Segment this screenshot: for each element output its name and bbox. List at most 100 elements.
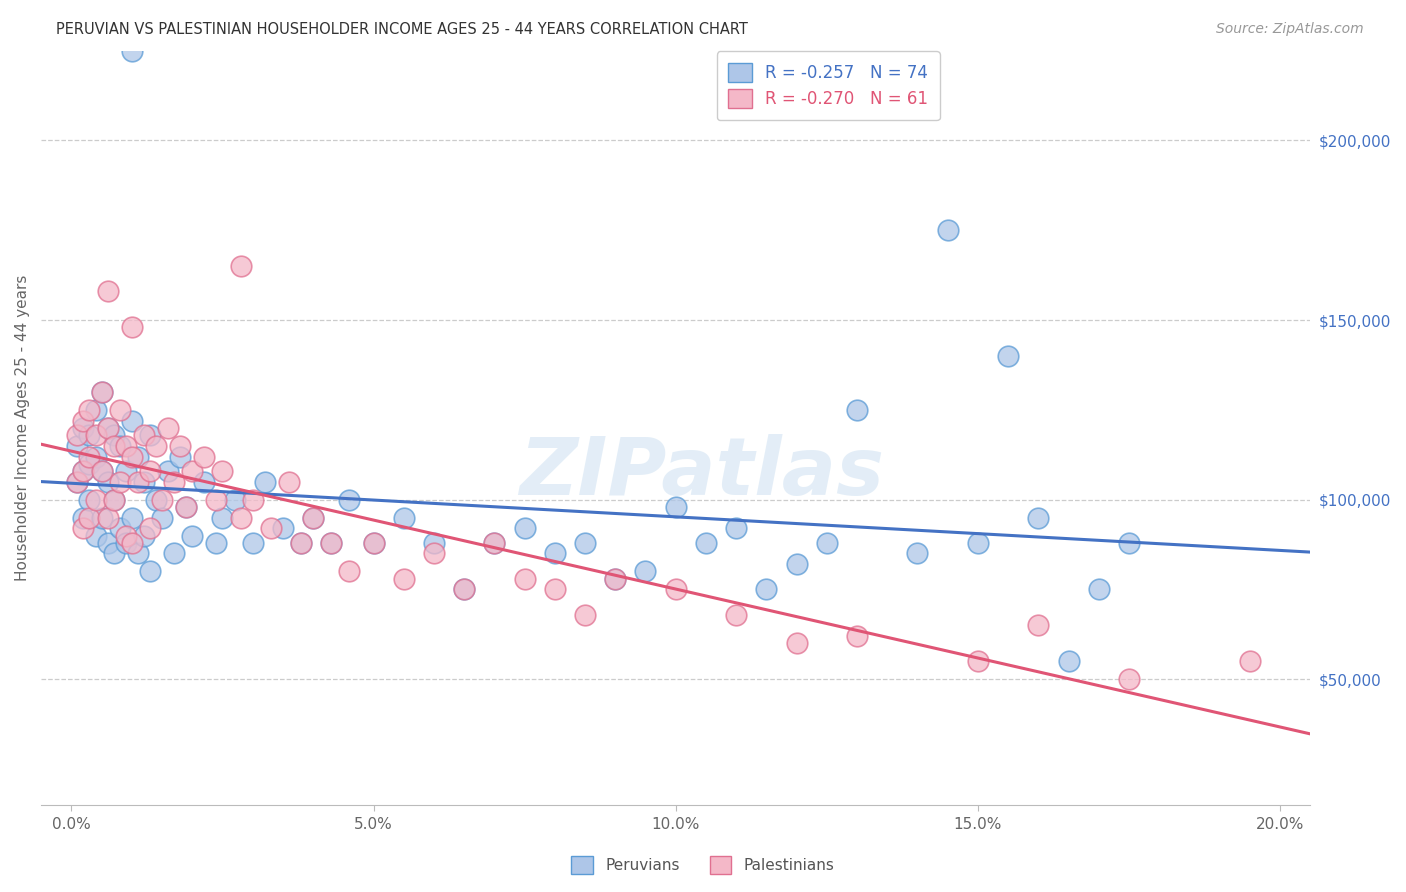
Point [72,521,94,535]
Point [513,572,536,586]
Point [786,558,808,572]
Point [114,464,136,478]
Point [574,535,596,549]
Point [392,510,415,524]
Point [181,528,204,542]
Point [174,500,197,514]
Point [1118,535,1140,549]
Point [132,528,155,542]
Point [253,475,276,489]
Point [302,510,325,524]
Point [84,492,107,507]
Point [321,535,343,549]
Point [211,464,233,478]
Point [786,636,808,650]
Point [66,475,89,489]
Point [121,44,143,58]
Point [121,535,143,549]
Point [103,492,125,507]
Point [132,475,155,489]
Point [79,510,101,524]
Point [72,421,94,435]
Point [157,421,180,435]
Point [271,521,294,535]
Point [121,320,143,334]
Point [90,384,112,399]
Point [90,510,112,524]
Point [84,428,107,442]
Point [513,521,536,535]
Point [66,475,89,489]
Point [290,535,312,549]
Point [725,607,748,622]
Point [907,547,929,561]
Point [145,492,167,507]
Point [205,535,228,549]
Point [79,428,101,442]
Point [453,582,475,597]
Text: Source: ZipAtlas.com: Source: ZipAtlas.com [1216,22,1364,37]
Point [72,464,94,478]
Point [211,510,233,524]
Point [337,492,360,507]
Point [1087,582,1109,597]
Point [114,535,136,549]
Point [755,582,778,597]
Point [163,475,186,489]
Point [544,547,567,561]
Point [936,223,959,237]
Point [84,450,107,464]
Point [484,535,506,549]
Point [181,464,204,478]
Point [193,450,215,464]
Point [108,475,131,489]
Point [224,492,246,507]
Point [114,439,136,453]
Point [121,450,143,464]
Point [229,510,252,524]
Point [66,439,89,453]
Point [1057,654,1080,668]
Point [423,547,446,561]
Point [423,535,446,549]
Point [72,510,94,524]
Point [90,464,112,478]
Point [127,475,149,489]
Point [242,492,264,507]
Point [150,492,173,507]
Point [846,629,869,643]
Point [484,535,506,549]
Point [90,384,112,399]
Point [277,475,299,489]
Point [695,535,717,549]
Point [103,547,125,561]
Point [1118,672,1140,686]
Legend: Peruvians, Palestinians: Peruvians, Palestinians [565,850,841,880]
Point [72,464,94,478]
Point [205,492,228,507]
Point [665,582,688,597]
Point [169,450,191,464]
Point [103,492,125,507]
Point [169,439,191,453]
Point [163,547,186,561]
Point [127,450,149,464]
Point [453,582,475,597]
Point [321,535,343,549]
Point [1239,654,1261,668]
Point [967,654,990,668]
Legend: R = -0.257   N = 74, R = -0.270   N = 61: R = -0.257 N = 74, R = -0.270 N = 61 [717,52,939,120]
Point [97,421,120,435]
Point [103,439,125,453]
Point [139,521,162,535]
Point [97,475,120,489]
Point [97,285,120,299]
Point [79,402,101,417]
Point [97,510,120,524]
Point [79,450,101,464]
Point [229,259,252,273]
Point [132,428,155,442]
Point [337,565,360,579]
Text: PERUVIAN VS PALESTINIAN HOUSEHOLDER INCOME AGES 25 - 44 YEARS CORRELATION CHART: PERUVIAN VS PALESTINIAN HOUSEHOLDER INCO… [56,22,748,37]
Point [846,402,869,417]
